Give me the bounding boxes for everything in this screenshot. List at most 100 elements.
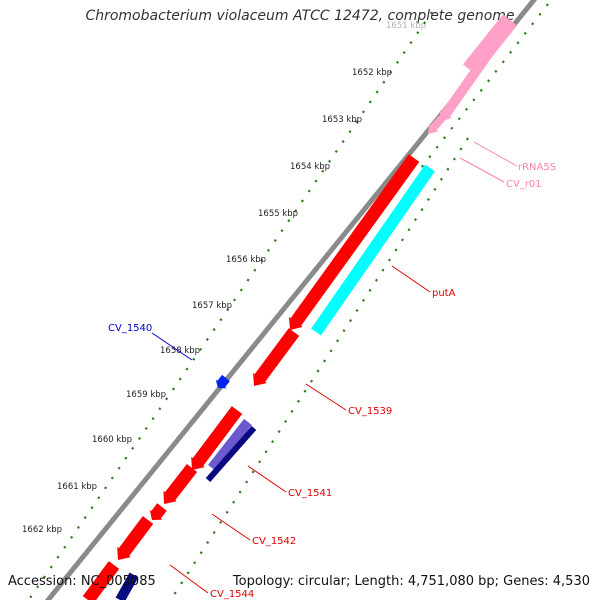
outer-dot-track	[246, 278, 250, 282]
gene-label-7: CV_1544	[210, 589, 254, 600]
tick-label-11: 1662 kbp	[22, 525, 62, 535]
inner-dot-track-lower	[173, 591, 177, 595]
outer-dot-track	[334, 149, 338, 153]
outer-dot-track	[273, 238, 277, 243]
outer-dot-track	[56, 555, 60, 559]
outer-dot-track	[355, 120, 359, 124]
outer-dot-track	[321, 169, 325, 173]
inner-dot-track-lower	[219, 520, 223, 524]
outer-dot-track	[158, 407, 162, 411]
outer-dot-track	[260, 258, 264, 262]
kbp-ticks: 1651 kbp 1652 kbp 1653 kbp 1654 kbp 1655 kbp…	[22, 21, 426, 535]
tick-label-5: 1656 kbp	[226, 255, 266, 265]
gene-label-5: CV_1541	[288, 488, 332, 499]
inner-dot-track-lower	[413, 218, 417, 222]
cv-r01-feature	[428, 115, 445, 134]
inner-dot-track-lower	[381, 268, 385, 272]
inner-dot-track-lower	[316, 369, 320, 373]
cv-1544-feature	[117, 516, 154, 560]
inner-dot-track-lower	[232, 500, 236, 504]
outer-dot-track	[348, 130, 352, 134]
inner-dot-track-lower	[374, 278, 379, 282]
outer-dot-track	[368, 100, 372, 104]
inner-dot-track-lower	[284, 419, 288, 424]
inner-dot-track-lower	[452, 157, 456, 161]
outer-dot-track	[104, 486, 108, 490]
outer-dot-track	[144, 426, 148, 431]
inner-dot-track-lower	[251, 470, 255, 474]
navy-cds-bottom	[115, 572, 139, 600]
inner-dot-track-lower	[199, 551, 203, 555]
outer-dot-track	[280, 229, 284, 233]
inner-dot-track-lower	[303, 389, 307, 393]
outer-dot-track	[178, 377, 182, 381]
inner-dot-track-upper	[465, 107, 469, 111]
outer-dot-track	[307, 189, 311, 193]
outer-dot-track	[49, 565, 53, 569]
outer-dot-track	[232, 298, 237, 302]
gene-label-0: rRNA5S	[518, 162, 556, 173]
inner-dot-track-lower	[310, 379, 314, 383]
gene-label-leader	[459, 157, 505, 183]
gene-label-4: CV_1539	[348, 406, 392, 417]
navy-cds-feature	[205, 426, 257, 482]
outer-dot-track	[253, 268, 257, 272]
inner-dot-track-upper	[509, 50, 513, 54]
inner-dot-track-upper	[494, 69, 498, 73]
inner-dot-track-upper	[428, 155, 432, 159]
outer-dot-track	[76, 525, 80, 529]
inner-dot-track-lower	[212, 530, 216, 535]
inner-dot-track-lower	[459, 147, 463, 151]
inner-dot-track-lower	[426, 197, 430, 201]
inner-dot-track-lower	[349, 319, 353, 323]
cv-1541-feature	[191, 406, 243, 470]
inner-dot-track-lower	[433, 187, 437, 191]
inner-dot-track-upper	[501, 60, 505, 64]
red-cds-bottom	[82, 561, 120, 600]
inner-dot-track-upper	[435, 145, 439, 149]
inner-dot-track-lower	[387, 258, 392, 262]
tick-label-7: 1658 kbp	[160, 346, 200, 356]
tick-label-6: 1657 kbp	[192, 301, 232, 311]
gene-label-leader	[247, 465, 287, 493]
cyan-cds-feature	[311, 164, 435, 336]
outer-dot-track	[402, 50, 406, 55]
gene-label-leader	[473, 141, 518, 167]
inner-dot-track-upper	[442, 136, 447, 140]
outer-dot-track	[375, 90, 379, 94]
inner-dot-track-upper	[545, 3, 549, 7]
tick-label-1: 1652 kbp	[352, 68, 392, 78]
inner-dot-track-upper	[531, 22, 535, 26]
tick-label-3: 1654 kbp	[290, 162, 330, 172]
inner-dot-track-upper	[472, 98, 476, 102]
outer-dot-track	[199, 347, 203, 351]
gene-label-1: CV_r01	[506, 179, 542, 190]
inner-dot-track-upper	[420, 164, 425, 168]
inner-dot-track-lower	[180, 581, 184, 585]
tick-dot-tracks	[29, 3, 549, 599]
inner-dot-track-upper	[538, 12, 542, 16]
gene-label-leader	[151, 332, 193, 361]
tick-label-8: 1659 kbp	[126, 390, 166, 400]
inner-dot-track-lower	[342, 329, 346, 333]
outer-dot-track	[361, 110, 366, 114]
gene-label-leader	[211, 513, 251, 541]
tick-label-0: 1651 kbp	[386, 21, 426, 31]
accession-text: Accession: NC_005085	[8, 574, 156, 589]
outer-dot-track	[226, 308, 230, 312]
cv-1540-feature	[215, 374, 230, 389]
inner-dot-track-lower	[439, 177, 443, 181]
outer-dot-track	[151, 417, 155, 421]
inner-dot-track-lower	[206, 541, 210, 545]
outer-dot-track	[429, 11, 433, 15]
inner-dot-track-lower	[193, 561, 197, 565]
outer-dot-track	[83, 516, 87, 520]
inner-dot-track-lower	[368, 288, 372, 292]
inner-dot-track-lower	[361, 298, 366, 302]
gene-label-6: CV_1542	[252, 536, 296, 547]
outer-dot-track	[389, 70, 393, 74]
tick-label-9: 1660 kbp	[92, 435, 132, 445]
inner-dot-track-lower	[465, 137, 469, 141]
